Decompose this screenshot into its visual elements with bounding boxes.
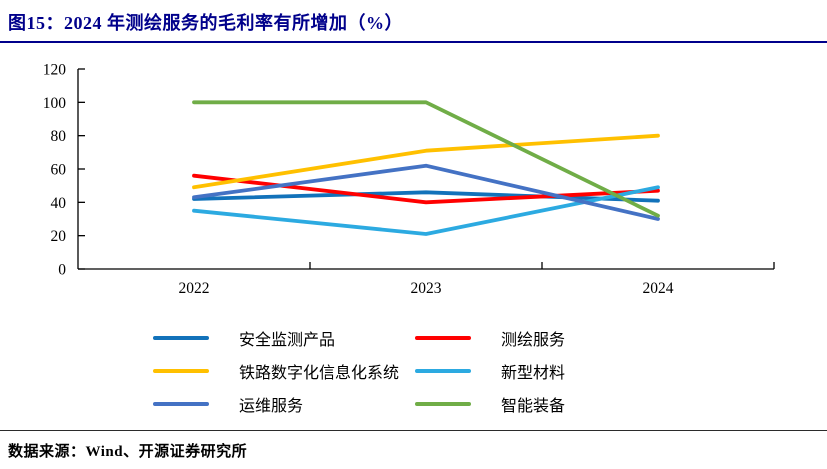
legend-label: 智能装备	[501, 397, 566, 415]
y-tick-label: 20	[51, 228, 67, 245]
legend-label: 安全监测产品	[239, 331, 336, 349]
series-line-测绘服务	[192, 173, 660, 205]
title-divider	[0, 41, 827, 43]
legend-label: 新型材料	[501, 364, 566, 382]
y-tick-label: 100	[43, 95, 67, 112]
chart-legend: 安全监测产品 测绘服务铁路数字化信息化系统 新型材料运维服务 智能装备	[153, 321, 565, 420]
legend-item: 测绘服务	[415, 326, 565, 350]
x-tick-label: 2023	[411, 280, 442, 297]
x-tick-label: 2022	[179, 280, 210, 297]
x-tick-label: 2024	[643, 280, 674, 297]
legend-item: 铁路数字化信息化系统	[153, 359, 415, 383]
figure-title: 图15：2024 年测绘服务的毛利率有所增加（%）	[8, 13, 403, 33]
series-line-运维服务	[192, 163, 660, 221]
y-tick-label: 120	[43, 62, 67, 79]
series-line-智能装备	[192, 100, 660, 218]
source-divider	[0, 430, 827, 431]
legend-label: 铁路数字化信息化系统	[239, 364, 400, 382]
legend-item: 新型材料	[415, 359, 565, 383]
series-line-铁路数字化信息化系统	[192, 133, 660, 190]
data-source: 数据来源：Wind、开源证券研究所	[8, 444, 248, 460]
legend-swatch	[153, 401, 209, 406]
y-tick-label: 40	[51, 195, 67, 212]
legend-swatch	[415, 401, 471, 406]
y-tick-label: 0	[58, 262, 66, 279]
y-tick-label: 80	[51, 128, 67, 145]
legend-label: 测绘服务	[501, 331, 566, 349]
legend-label: 运维服务	[239, 397, 304, 415]
legend-swatch	[415, 335, 471, 340]
line-chart: 0 20 40 60 80 100 120 2022 2023 2024	[43, 62, 775, 297]
legend-item: 安全监测产品	[153, 326, 415, 350]
legend-swatch	[153, 335, 209, 340]
legend-swatch	[415, 368, 471, 373]
y-tick-label: 60	[51, 162, 67, 179]
series-line-安全监测产品	[192, 190, 660, 203]
legend-swatch	[153, 368, 209, 373]
legend-item: 运维服务	[153, 392, 415, 416]
legend-item: 智能装备	[415, 392, 565, 416]
